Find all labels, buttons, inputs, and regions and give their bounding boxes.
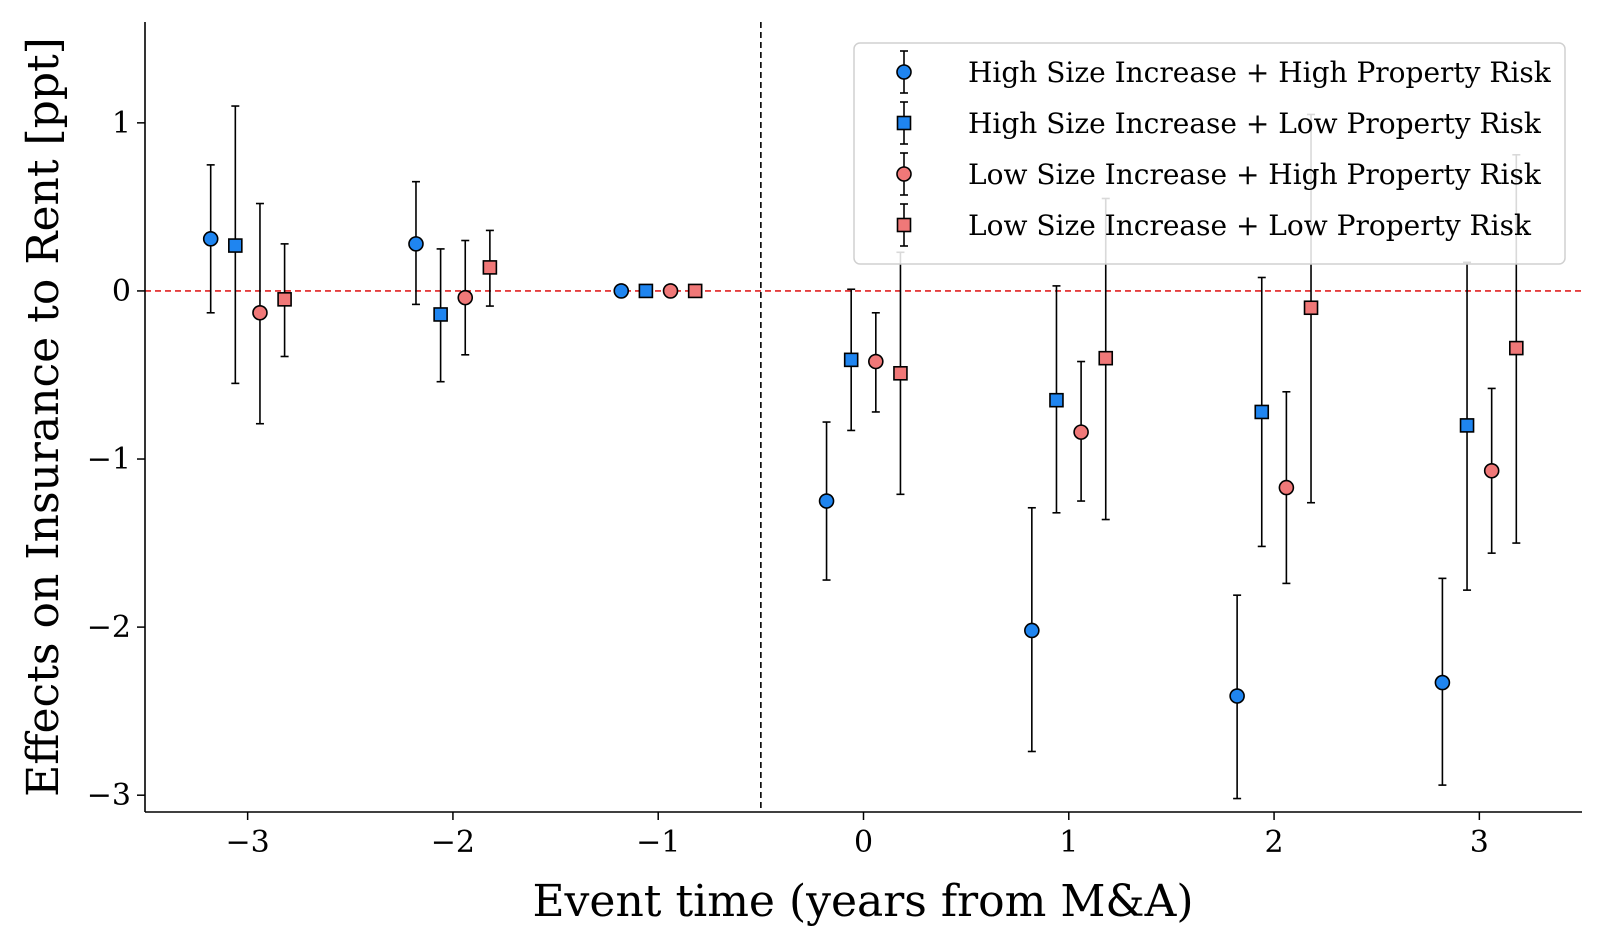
data-point [252,304,268,321]
data-point [818,493,835,509]
data-point [1434,674,1451,691]
data-point [202,231,219,247]
data-point [1098,350,1114,366]
legend-entry: Low Size Increase + Low Property Risk [896,203,1532,247]
data-point [1459,418,1475,433]
x-tick-label: −1 [636,825,680,860]
data-point [228,238,243,253]
legend-marker [896,217,912,233]
legend-marker [896,64,912,80]
data-point [1278,479,1295,496]
x-tick-label: −2 [431,825,475,860]
legend-frame [853,42,1566,265]
data-point [662,283,679,299]
x-tick-label: 1 [1059,825,1078,860]
data-point [893,365,908,381]
legend-label: High Size Increase + Low Property Risk [968,107,1542,140]
x-tick-label: 3 [1470,825,1489,860]
data-point [687,283,703,299]
data-point [277,292,292,307]
y-tick-label: −2 [87,610,131,645]
reference-lines [145,22,1582,812]
legend-label: Low Size Increase + High Property Risk [968,158,1542,191]
x-ticks: −3 −2 −1 0 1 2 3 [226,812,1489,860]
data-point [1303,300,1319,316]
legend-marker [896,166,912,182]
y-ticks: −3 −2 −1 0 1 [87,106,145,813]
legend-label: High Size Increase + High Property Risk [968,56,1552,89]
x-tick-label: −3 [226,825,270,860]
data-point [868,353,884,370]
y-tick-label: −3 [87,778,131,813]
data-point [1254,404,1270,420]
y-tick-label: −1 [87,442,131,477]
x-tick-label: 0 [854,825,873,860]
data-point [1483,462,1500,479]
data-point [843,352,859,368]
legend-entry: High Size Increase + High Property Risk [896,50,1552,94]
y-tick-label: 0 [112,274,131,309]
data-point [408,236,424,252]
y-axis-title: Effects on Insurance to Rent [ppt] [18,37,69,797]
legend: High Size Increase + High Property Risk H… [853,42,1566,265]
data-point [1024,622,1040,639]
legend-marker [896,115,912,131]
data-point [433,307,448,322]
data-point [1073,424,1089,440]
x-axis-title: Event time (years from M&A) [532,876,1193,927]
legend-label: Low Size Increase + Low Property Risk [968,209,1532,242]
data-point [457,289,474,306]
data-markers [202,231,1524,704]
data-point [638,283,654,299]
data-point [613,283,630,299]
data-point [1509,340,1524,356]
data-point [1049,392,1064,408]
data-point [482,260,498,275]
legend-entry: Low Size Increase + High Property Risk [896,152,1542,196]
y-tick-label: 1 [112,106,131,141]
legend-entry: High Size Increase + Low Property Risk [896,101,1542,145]
data-point [1229,688,1245,704]
x-tick-label: 2 [1265,825,1284,860]
